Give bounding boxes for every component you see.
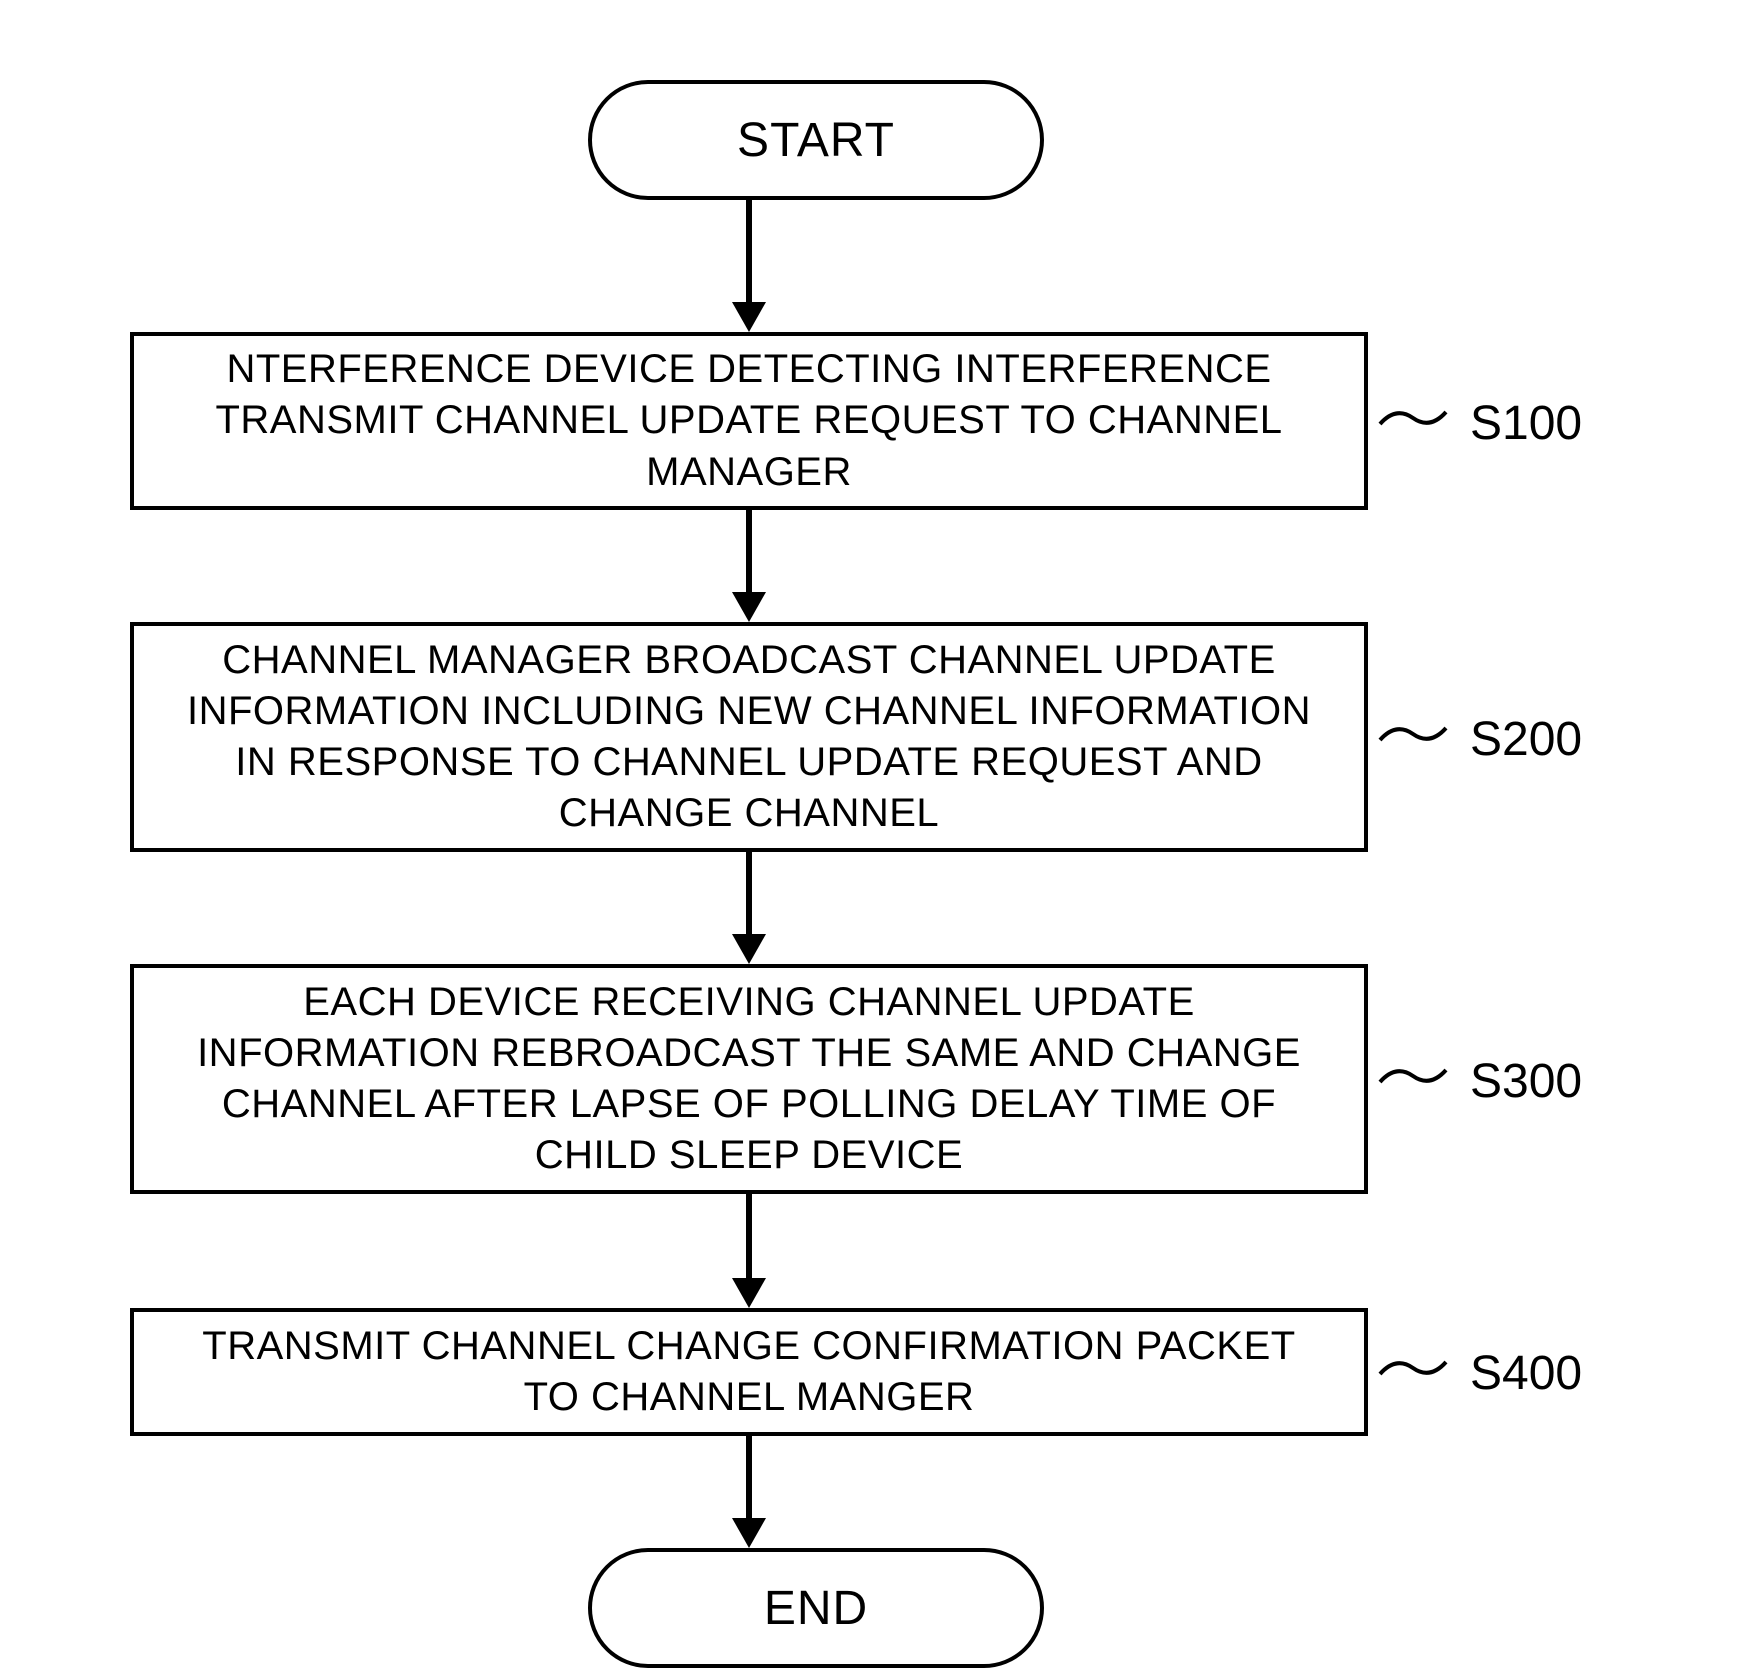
process-s300-text: EACH DEVICE RECEIVING CHANNEL UPDATEINFO… xyxy=(197,977,1301,1182)
tilde-s100 xyxy=(1378,398,1448,438)
arrow-head-start-s100 xyxy=(732,302,766,332)
process-s200: CHANNEL MANAGER BROADCAST CHANNEL UPDATE… xyxy=(130,622,1368,852)
label-s400: S400 xyxy=(1470,1346,1582,1401)
process-s100-text: NTERFERENCE DEVICE DETECTING INTERFERENC… xyxy=(215,344,1282,498)
process-s200-text: CHANNEL MANAGER BROADCAST CHANNEL UPDATE… xyxy=(187,635,1311,840)
arrow-head-s400-end xyxy=(732,1518,766,1548)
end-terminator: END xyxy=(588,1548,1044,1668)
start-terminator: START xyxy=(588,80,1044,200)
label-s300: S300 xyxy=(1470,1054,1582,1109)
end-label: END xyxy=(764,1581,868,1636)
process-s100: NTERFERENCE DEVICE DETECTING INTERFERENC… xyxy=(130,332,1368,510)
flowchart-canvas: START NTERFERENCE DEVICE DETECTING INTER… xyxy=(0,0,1755,1626)
arrow-head-s200-s300 xyxy=(732,934,766,964)
process-s400-text: TRANSMIT CHANNEL CHANGE CONFIRMATION PAC… xyxy=(202,1321,1295,1423)
tilde-s200 xyxy=(1378,714,1448,754)
tilde-s300 xyxy=(1378,1056,1448,1096)
arrow-start-s100 xyxy=(746,200,752,304)
arrow-s100-s200 xyxy=(746,510,752,594)
arrow-s300-s400 xyxy=(746,1194,752,1280)
process-s300: EACH DEVICE RECEIVING CHANNEL UPDATEINFO… xyxy=(130,964,1368,1194)
tilde-s400 xyxy=(1378,1348,1448,1388)
arrow-head-s300-s400 xyxy=(732,1278,766,1308)
arrow-s200-s300 xyxy=(746,852,752,936)
arrow-s400-end xyxy=(746,1436,752,1520)
start-label: START xyxy=(737,113,895,168)
arrow-head-s100-s200 xyxy=(732,592,766,622)
label-s200: S200 xyxy=(1470,712,1582,767)
label-s100: S100 xyxy=(1470,396,1582,451)
process-s400: TRANSMIT CHANNEL CHANGE CONFIRMATION PAC… xyxy=(130,1308,1368,1436)
